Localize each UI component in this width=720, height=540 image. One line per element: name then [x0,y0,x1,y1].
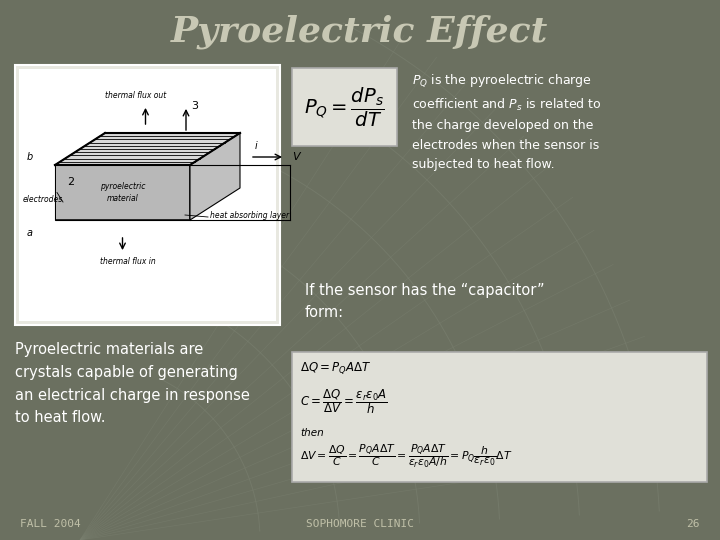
Polygon shape [55,133,240,165]
Polygon shape [190,133,240,220]
Text: then: then [300,428,324,438]
Text: $C = \dfrac{\Delta Q}{\Delta V} = \dfrac{\varepsilon_r\varepsilon_0 A}{h}$: $C = \dfrac{\Delta Q}{\Delta V} = \dfrac… [300,387,388,416]
Text: SOPHOMORE CLINIC: SOPHOMORE CLINIC [306,519,414,529]
Text: thermal flux out: thermal flux out [105,91,166,100]
Text: a: a [27,228,33,238]
Text: FALL 2004: FALL 2004 [20,519,81,529]
Text: heat absorbing layer: heat absorbing layer [210,211,289,219]
Text: $\Delta Q = P_Q A\Delta T$: $\Delta Q = P_Q A\Delta T$ [300,360,372,376]
FancyBboxPatch shape [15,65,280,325]
Text: pyroelectric
material: pyroelectric material [100,183,145,202]
Text: If the sensor has the “capacitor”
form:: If the sensor has the “capacitor” form: [305,283,544,320]
Text: Pyroelectric materials are
crystals capable of generating
an electrical charge i: Pyroelectric materials are crystals capa… [15,342,250,426]
Text: electrodes: electrodes [23,195,63,205]
Text: thermal flux in: thermal flux in [99,257,156,266]
FancyBboxPatch shape [19,69,276,321]
Text: Pyroelectric Effect: Pyroelectric Effect [171,15,549,49]
Text: b: b [27,152,33,162]
FancyBboxPatch shape [292,352,707,482]
Text: $P_Q$ is the pyroelectric charge
coefficient and $P_s$ is related to
the charge : $P_Q$ is the pyroelectric charge coeffic… [412,72,601,171]
Text: $\Delta V = \dfrac{\Delta Q}{C} = \dfrac{P_Q A\Delta T}{C} = \dfrac{P_Q A\Delta : $\Delta V = \dfrac{\Delta Q}{C} = \dfrac… [300,442,513,470]
Text: $P_Q = \dfrac{dP_s}{dT}$: $P_Q = \dfrac{dP_s}{dT}$ [304,85,385,129]
Text: i: i [255,141,258,151]
Text: V: V [292,152,300,162]
FancyBboxPatch shape [56,166,189,219]
Polygon shape [55,165,190,220]
FancyBboxPatch shape [292,68,397,146]
Text: 3: 3 [191,101,198,111]
Text: 2: 2 [67,177,74,187]
Text: 26: 26 [686,519,700,529]
